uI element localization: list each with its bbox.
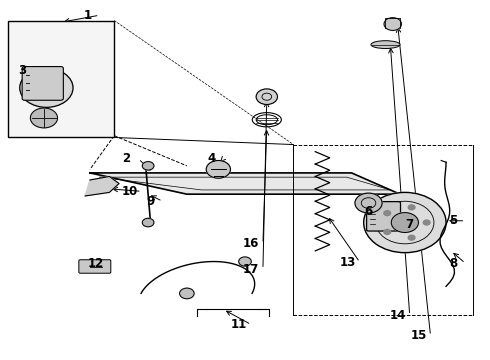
Text: 10: 10 (122, 185, 138, 198)
Text: 17: 17 (243, 263, 259, 276)
Circle shape (180, 288, 194, 299)
Circle shape (239, 257, 251, 266)
Circle shape (355, 193, 382, 213)
Text: 4: 4 (207, 152, 215, 165)
Text: 7: 7 (406, 218, 414, 231)
Text: 12: 12 (88, 257, 104, 270)
Circle shape (364, 192, 446, 253)
Circle shape (30, 108, 57, 128)
Circle shape (384, 18, 401, 31)
Text: 13: 13 (340, 256, 356, 269)
Text: 1: 1 (83, 9, 92, 22)
Ellipse shape (371, 41, 400, 49)
FancyBboxPatch shape (79, 260, 111, 273)
Text: 16: 16 (243, 237, 259, 250)
FancyBboxPatch shape (367, 202, 400, 231)
Circle shape (142, 218, 154, 227)
Text: 5: 5 (449, 214, 458, 227)
Circle shape (142, 162, 154, 170)
Circle shape (384, 211, 391, 216)
Text: 11: 11 (231, 318, 247, 331)
Text: 9: 9 (147, 195, 155, 208)
Text: 14: 14 (390, 309, 406, 322)
Text: 8: 8 (449, 257, 458, 270)
Text: 3: 3 (18, 64, 26, 77)
Polygon shape (90, 173, 400, 194)
Circle shape (256, 89, 277, 104)
Circle shape (392, 213, 418, 233)
Circle shape (206, 161, 230, 178)
Text: 6: 6 (365, 206, 373, 219)
Circle shape (408, 235, 415, 240)
Circle shape (408, 205, 415, 210)
FancyBboxPatch shape (22, 67, 63, 100)
Circle shape (20, 68, 73, 107)
Text: 2: 2 (122, 152, 130, 165)
Circle shape (384, 229, 391, 234)
Circle shape (423, 220, 430, 225)
Polygon shape (85, 176, 119, 196)
Bar (8, 21, 114, 138)
Text: 15: 15 (410, 329, 427, 342)
